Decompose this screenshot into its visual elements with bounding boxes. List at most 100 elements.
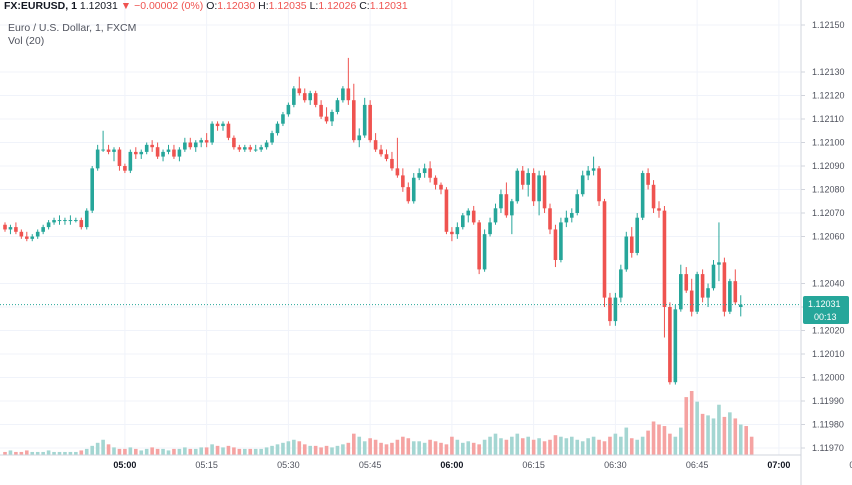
volume-bar [144, 448, 149, 455]
volume-bar [237, 448, 242, 455]
candle-body [139, 151, 144, 155]
volume-bar [264, 447, 269, 455]
volume-bar [362, 441, 367, 455]
candle-body [373, 140, 378, 150]
candle-body [559, 222, 563, 260]
candle-body [63, 220, 67, 222]
y-tick-label: 1.12080 [812, 185, 845, 195]
candle-body [700, 274, 705, 298]
y-tick-label: 1.12120 [812, 91, 845, 101]
volume-bar [134, 448, 138, 455]
volume-bar [548, 439, 552, 455]
volume-bar [744, 426, 748, 455]
candle-body [390, 158, 394, 169]
volume-bar [52, 451, 56, 455]
volume-bar [700, 413, 705, 455]
candle-body [226, 123, 231, 138]
y-tick-label: 1.12090 [812, 161, 845, 171]
volume-bar [515, 433, 520, 455]
volume-bar [466, 441, 471, 455]
volume-bar [139, 450, 144, 455]
volume-bar [629, 438, 634, 455]
x-tick-label: 05:45 [359, 460, 382, 470]
volume-bar [564, 438, 569, 455]
volume-bar [41, 451, 45, 455]
volume-bar [722, 416, 727, 455]
candle-body [471, 210, 476, 223]
volume-bar [352, 433, 356, 455]
high-value: 1.12035 [268, 0, 307, 12]
candle-body [286, 104, 291, 115]
price-axis[interactable]: 1.12150 1.12130 1.12120 1.12110 1.12100 1.120… [801, 20, 845, 453]
candle-body [106, 149, 111, 152]
volume-bar [286, 441, 291, 455]
candle-body [199, 140, 203, 143]
candle-body [401, 175, 405, 188]
candle-body [41, 227, 45, 232]
volume-bar [150, 447, 154, 455]
volume-bar [749, 436, 754, 455]
time-axis[interactable]: 05:00 05:15 05:30 05:45 06:00 06:15 06:30 06:45… [113, 460, 852, 470]
volume-bar [455, 439, 460, 455]
y-tick-label: 1.12150 [812, 20, 845, 30]
volume-indicator-label[interactable]: Vol (20) [8, 35, 45, 47]
candle-body [237, 147, 242, 150]
volume-bar [673, 436, 678, 455]
volume-bar [646, 430, 650, 455]
instrument-description: Euro / U.S. Dollar, 1, FXCM [8, 22, 137, 34]
volume-bar [733, 418, 738, 455]
volume-bar [384, 444, 389, 455]
x-tick-label: 05:30 [277, 460, 300, 470]
candle-body [14, 227, 18, 232]
candle-body [510, 201, 514, 216]
open-value: 1.12030 [217, 0, 256, 12]
volume-bar [313, 445, 318, 455]
candle-body [330, 111, 334, 122]
x-tick-label: 05:15 [195, 460, 218, 470]
candle-body [602, 201, 607, 298]
volume-bar [79, 450, 84, 455]
candle-body [526, 173, 530, 185]
candle-body [428, 168, 432, 178]
candle-body [613, 297, 618, 322]
volume-bar [19, 451, 24, 455]
y-tick-label: 1.11990 [812, 396, 844, 406]
volume-bar [74, 451, 78, 455]
volume-bar [319, 447, 323, 455]
last-price-tag: 1.12031 00:13 [803, 296, 849, 324]
candle-body [193, 142, 198, 148]
candle-body [253, 149, 258, 151]
candle-body [488, 222, 492, 235]
candle-body [335, 100, 340, 112]
volume-bar [586, 438, 590, 455]
candle-body [586, 170, 590, 176]
volume-bar [3, 451, 7, 455]
symbol-name[interactable]: FX:EURUSD, 1 [4, 0, 77, 12]
volume-bar [292, 439, 296, 455]
candle-body [722, 262, 727, 312]
volume-bar [417, 441, 421, 455]
volume-bar [90, 445, 94, 455]
candle-body [684, 274, 689, 291]
candle-body [264, 142, 269, 148]
symbol-header: FX:EURUSD, 1 1.12031 ▼ −0.00002 (0%) O:1… [4, 0, 408, 12]
volume-bar [166, 450, 171, 455]
volume-bar [575, 439, 580, 455]
candle-body [662, 210, 667, 307]
volume-bar [640, 436, 645, 455]
candle-body [35, 231, 40, 237]
candle-body [384, 154, 389, 159]
candle-body [597, 168, 601, 202]
candle-body [128, 151, 133, 171]
volume-bar [477, 444, 481, 455]
volume-bar [8, 450, 13, 455]
candle-body [352, 100, 356, 141]
chart-grid [0, 0, 800, 455]
volume-histogram [3, 391, 754, 455]
volume-bar [450, 436, 454, 455]
volume-bar [172, 448, 176, 455]
y-tick-label: 1.12130 [812, 67, 845, 77]
candle-body [319, 104, 323, 117]
volume-bar [193, 448, 198, 455]
